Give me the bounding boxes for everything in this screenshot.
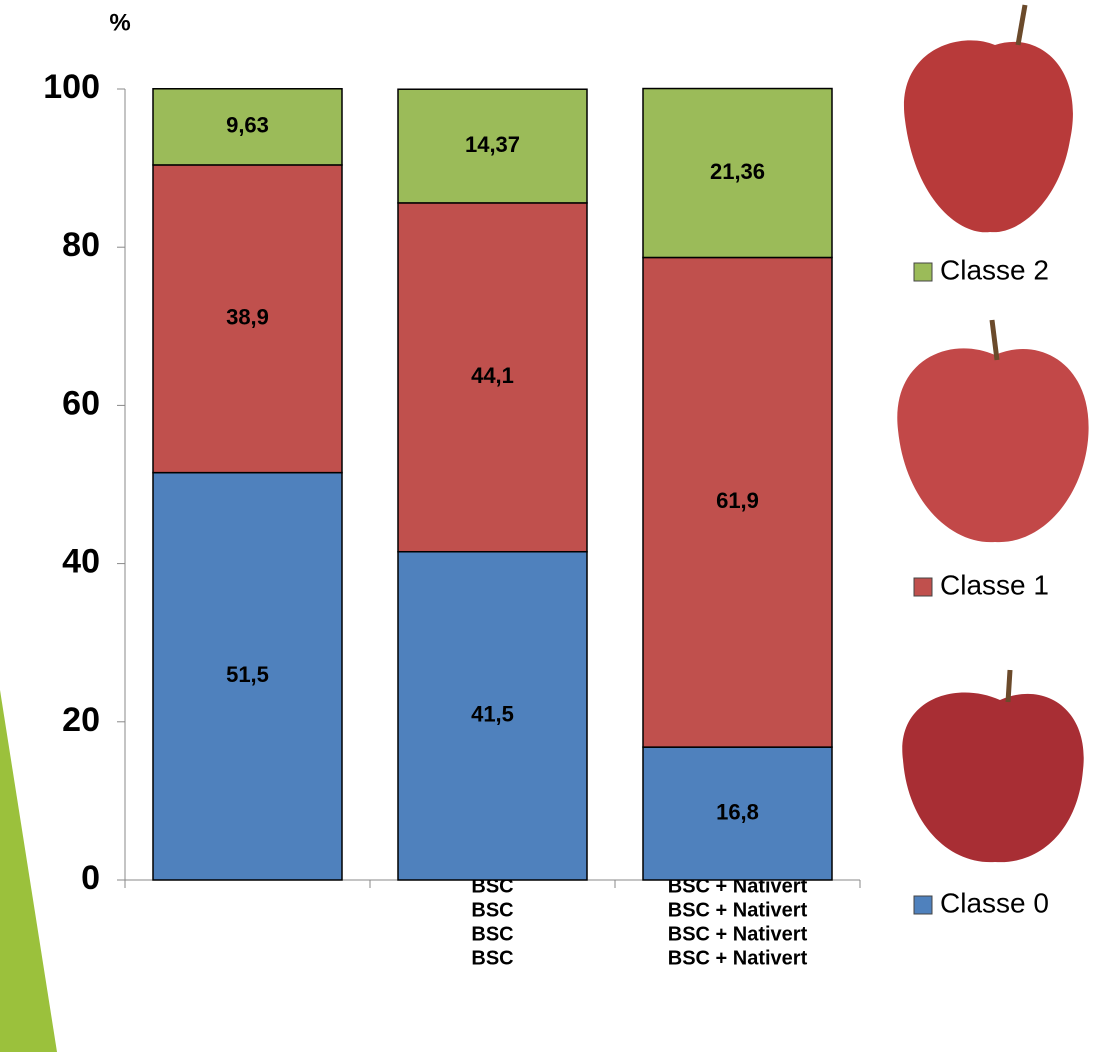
bar-segment	[152, 471, 343, 881]
y-axis-label: %	[109, 9, 130, 36]
value-label: 41,5	[471, 702, 514, 727]
bar-segment	[152, 164, 343, 474]
x-tick-label: BSC + Nativert	[668, 875, 808, 897]
y-tick-label: 40	[62, 543, 100, 581]
value-label: 38,9	[226, 305, 269, 330]
x-tick-label: BSC	[471, 875, 513, 897]
bar-segment	[642, 256, 833, 748]
legend-swatch	[913, 577, 933, 597]
bar-segment	[642, 87, 833, 259]
apple	[903, 4, 1073, 233]
bar-segment	[152, 88, 343, 166]
bar-segment	[397, 88, 588, 204]
y-tick-label: 60	[62, 384, 100, 422]
y-tick-label: 80	[62, 226, 100, 264]
legend-label: Classe 1	[940, 569, 1049, 600]
bar-segment	[642, 746, 833, 881]
x-tick-label: BSC	[471, 899, 513, 921]
legend-swatch	[913, 262, 933, 282]
y-tick-label: 100	[43, 68, 100, 106]
y-tick-label: 20	[62, 701, 100, 739]
legend-label: Classe 2	[940, 254, 1049, 285]
apple	[902, 669, 1084, 863]
x-tick-label: BSC	[471, 947, 513, 969]
bar-segment	[397, 550, 588, 881]
value-label: 21,36	[710, 159, 765, 184]
x-tick-label: BSC + Nativert	[668, 947, 808, 969]
value-label: 9,63	[226, 113, 269, 138]
x-tick-label: BSC	[471, 923, 513, 945]
value-label: 44,1	[471, 363, 514, 388]
value-label: 14,37	[465, 132, 520, 157]
legend-label: Classe 0	[940, 887, 1049, 918]
value-label: 16,8	[716, 799, 759, 824]
y-tick-label: 0	[81, 859, 100, 897]
x-tick-label: BSC + Nativert	[668, 899, 808, 921]
legend-swatch	[913, 895, 933, 915]
x-tick-label: BSC + Nativert	[668, 923, 808, 945]
apple	[897, 319, 1089, 543]
value-label: 51,5	[226, 662, 269, 687]
bar-segment	[397, 202, 588, 553]
value-label: 61,9	[716, 488, 759, 513]
decoration	[0, 690, 57, 1052]
